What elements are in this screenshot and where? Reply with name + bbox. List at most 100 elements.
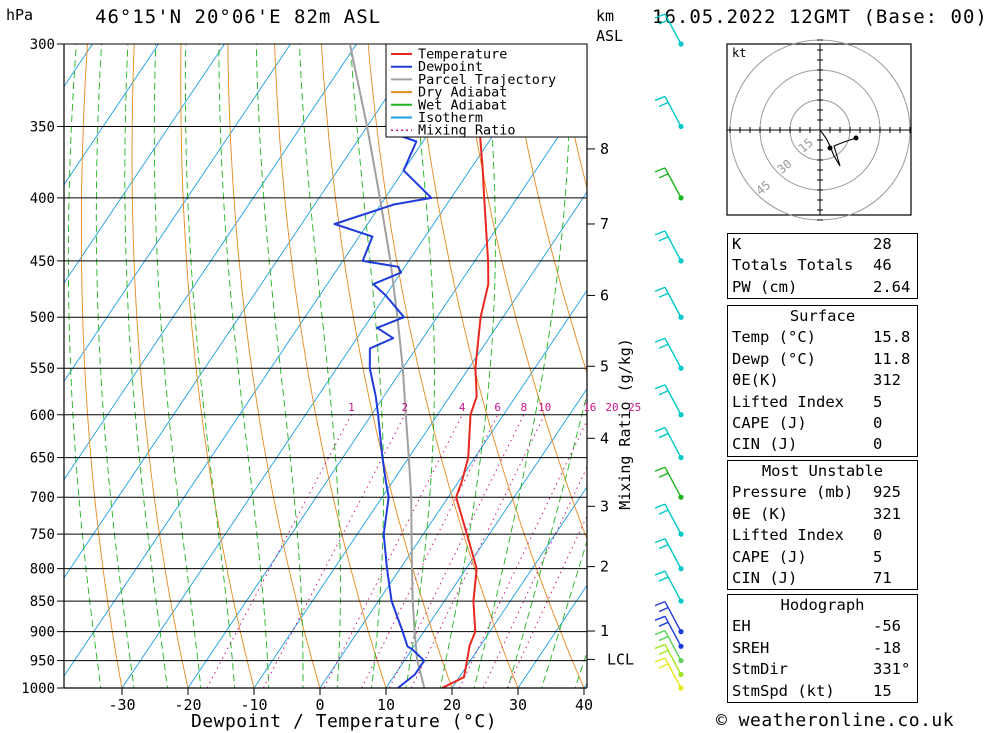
x-tick-label: -20 — [174, 696, 201, 714]
wind-barb-flag — [654, 570, 666, 576]
wind-barb-flag — [654, 643, 666, 650]
table-row: CAPE (J) 0 — [728, 413, 918, 434]
height-tick-label: 8 — [600, 140, 609, 158]
index-label: SREH — [732, 638, 770, 657]
wet-adiabat-line — [350, 44, 385, 688]
wind-barb-flag — [654, 629, 666, 636]
table-row: Temp (°C) 15.8 — [728, 327, 918, 348]
legend-label: Dewpoint — [418, 59, 483, 75]
table-section-title: Surface — [789, 307, 856, 325]
wind-barb-flag — [658, 173, 669, 179]
x-axis-title: Dewpoint / Temperature (°C) — [191, 711, 497, 732]
height-tick-label: 1 — [600, 622, 609, 640]
index-value: 925 — [873, 483, 901, 502]
x-tick-label: 0 — [315, 696, 324, 714]
wind-barb-flag — [654, 337, 666, 343]
index-value: -56 — [873, 617, 901, 636]
legend-label: Wet Adiabat — [418, 97, 507, 113]
wet-adiabat-line — [67, 44, 102, 688]
wind-barb-staff — [664, 427, 682, 458]
most-unstable-table: Most Unstable Pressure (mb) 925 θE (K) 321 Li… — [727, 460, 918, 591]
pressure-label: 850 — [30, 594, 55, 610]
isotherm-line — [0, 44, 27, 688]
x-tick-label: 30 — [509, 696, 527, 714]
wind-barb-dot — [678, 365, 684, 371]
index-value: 5 — [873, 392, 883, 411]
index-value: 11.8 — [873, 349, 911, 368]
index-label: Lifted Index — [732, 392, 844, 411]
wind-barb-flag — [658, 19, 669, 25]
index-label: Pressure (mb) — [732, 483, 854, 502]
wind-barb — [654, 426, 684, 461]
table-row: CAPE (J) 5 — [728, 547, 918, 568]
table-section-row: Most Unstable — [728, 461, 918, 483]
height-unit-km: km — [596, 7, 615, 25]
isotherm-line — [64, 44, 423, 579]
table-section-row: Hodograph — [728, 595, 918, 617]
height-tick-label: 5 — [600, 357, 609, 375]
wet-adiabat-line — [218, 44, 270, 688]
index-value: 331° — [873, 660, 911, 679]
legend-label: Parcel Trajectory — [418, 72, 556, 88]
wind-barb-flag — [658, 607, 669, 613]
wind-barb-dot — [678, 195, 684, 201]
pressure-unit-label: hPa — [6, 6, 34, 24]
table-row: CIN (J) 0 — [728, 434, 918, 456]
dewpoint-line — [333, 44, 433, 688]
index-label: θE (K) — [732, 504, 788, 523]
index-label: PW (cm) — [732, 277, 798, 296]
index-value: 71 — [873, 569, 892, 588]
stability-indices-table: K 28 Totals Totals 46 PW (cm) 2.64 — [727, 233, 918, 300]
legend-label: Isotherm — [418, 110, 483, 126]
dry-adiabat-line — [508, 44, 587, 375]
index-value: 15 — [873, 681, 892, 700]
wind-barb-flag — [654, 384, 666, 390]
wind-barb-flag — [654, 466, 666, 472]
dry-adiabat-line — [180, 44, 255, 688]
hodograph-end-dot — [853, 135, 859, 141]
mixing-ratio-label: 10 — [538, 401, 551, 414]
index-label: CIN (J) — [732, 435, 798, 454]
wind-barb-flag — [658, 649, 669, 656]
legend-label: Mixing Ratio — [418, 123, 516, 139]
table-row: θE(K) 312 — [728, 370, 918, 391]
index-label: CAPE (J) — [732, 547, 807, 566]
pressure-label: 500 — [30, 310, 55, 326]
wind-barb — [654, 384, 684, 418]
table-row: Pressure (mb) 925 — [728, 482, 918, 503]
index-label: K — [732, 235, 742, 253]
surface-table: Surface Temp (°C) 15.8 Dewp (°C) 11.8 θE(K) 31… — [727, 305, 918, 457]
height-unit-asl: ASL — [596, 27, 624, 45]
wind-barb — [654, 95, 684, 130]
table-row: θE (K) 321 — [728, 504, 918, 525]
isotherm-line — [64, 44, 159, 186]
wind-barb-dot — [678, 531, 684, 537]
wind-barb — [654, 167, 684, 201]
pressure-label: 350 — [30, 119, 55, 135]
isotherm-line — [319, 289, 587, 688]
pressure-label: 300 — [30, 37, 55, 53]
wind-barb-staff — [664, 644, 682, 675]
height-tick-label: 2 — [600, 558, 609, 576]
wind-barb — [654, 13, 684, 47]
table-section-title: Hodograph — [780, 596, 865, 614]
dry-adiabat-line — [274, 44, 387, 688]
table-row: CIN (J) 71 — [728, 568, 918, 590]
index-label: EH — [732, 617, 751, 636]
wind-barb-dot — [678, 314, 684, 320]
mixing-ratio-label: 25 — [628, 401, 641, 414]
isotherm-line — [121, 44, 555, 688]
temperature-line — [441, 44, 490, 688]
wind-barb-staff — [664, 286, 682, 318]
pressure-label: 1000 — [21, 681, 55, 697]
wind-barb-dot — [678, 41, 684, 47]
mixing-ratio-label: 1 — [348, 401, 355, 414]
isotherm-line — [64, 44, 489, 677]
index-value: 0 — [873, 526, 883, 545]
index-label: CAPE (J) — [732, 414, 807, 433]
mixing-ratio-label: 2 — [401, 401, 408, 414]
wind-barb-dot — [678, 494, 684, 500]
dry-adiabat-line — [984, 0, 1000, 714]
isotherm-line — [187, 93, 587, 688]
